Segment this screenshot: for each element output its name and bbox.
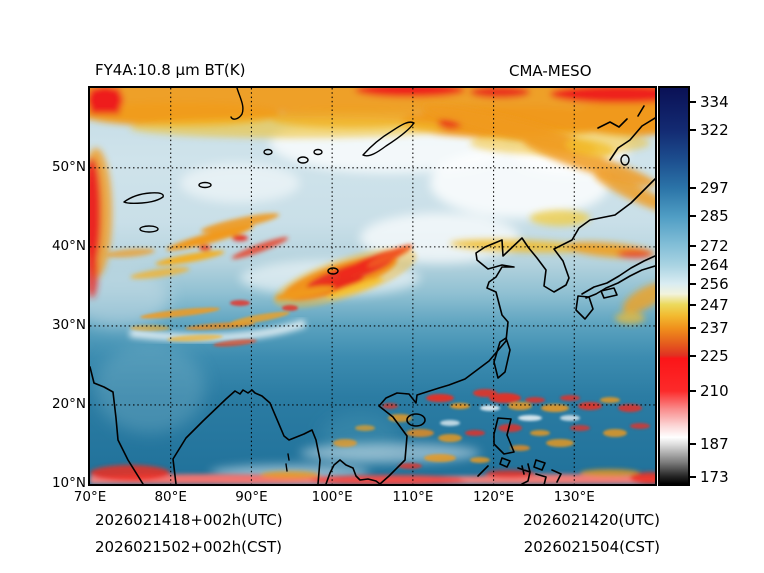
colorbar-tick-label: 247 [700, 295, 729, 314]
colorbar-tick-mark [690, 443, 696, 446]
lake-zaysan [198, 181, 212, 189]
y-tick-label: 40°N [51, 237, 86, 254]
lake-mongolia-small [263, 148, 273, 156]
coast-india-east-myanmar [172, 389, 321, 484]
x-tick-label: 70°E [73, 489, 107, 505]
colorbar [658, 86, 690, 486]
x-tick-label: 120°E [473, 489, 515, 505]
coast-okhotsk [597, 105, 655, 161]
himalaya-white-arc [129, 319, 307, 342]
island-shikoku [600, 287, 618, 299]
andaman-islands [285, 453, 290, 472]
colorbar-tick-label: 225 [700, 346, 729, 365]
island-mindoro [499, 457, 511, 468]
lake-issyk-kul [139, 225, 159, 233]
lake-balkhash [123, 192, 164, 205]
island-samar [533, 459, 546, 471]
x-tick-label: 100°E [311, 489, 353, 505]
lake-qinghai [327, 267, 339, 275]
colorbar-tick-label: 187 [700, 435, 729, 454]
init-time-utc: 2026021418+002h(UTC) [95, 511, 283, 529]
island-luzon [493, 417, 515, 455]
tianshan-streaks [105, 213, 289, 279]
map-panel [88, 86, 657, 486]
colorbar-tick-mark [690, 100, 696, 103]
x-tick-label: 110°E [392, 489, 434, 505]
init-time-cst: 2026021502+002h(CST) [95, 538, 283, 556]
island-honshu [581, 255, 655, 299]
y-tick-label: 30°N [51, 316, 86, 333]
valid-time-cst: 2026021504(CST) [523, 538, 660, 556]
coast-vietnam-china-korea-russia [378, 178, 655, 484]
lake-baikal [362, 121, 415, 157]
colorbar-tick-label: 297 [700, 179, 729, 198]
y-tick-label: 10°N [51, 475, 86, 491]
colorbar-tick-mark [690, 476, 696, 478]
colorbar-tick-label: 272 [700, 237, 729, 256]
lake-uvs [297, 156, 309, 164]
colorbar-tick-label: 173 [700, 468, 729, 486]
colorbar-tick-mark [690, 389, 696, 392]
coast-thai-gulf-west [325, 459, 341, 484]
colorbar-tick-mark [690, 245, 696, 248]
lake-khovsgol [313, 148, 323, 156]
colorbar-tick-label: 334 [700, 92, 729, 111]
colorbar-tick-label: 210 [700, 381, 729, 400]
colorbar-tick-mark [690, 354, 696, 357]
northeast-diagonal-band [422, 104, 655, 324]
colorbar-tick-label: 285 [700, 207, 729, 226]
colorbar-tick-label: 256 [700, 274, 729, 293]
tropical-convection-specks [333, 389, 650, 469]
east-tibet-cluster [273, 244, 417, 308]
colorbar-tick-mark [690, 264, 696, 267]
colorbar-gradient [660, 88, 688, 484]
grid-lines [90, 88, 655, 484]
colorbar-tick-mark [690, 215, 696, 218]
map-svg [90, 88, 655, 484]
west-edge-cold-strip [90, 148, 112, 298]
y-tick-label: 50°N [51, 158, 86, 175]
river-ob-squiggle [230, 88, 244, 120]
x-tick-label: 90°E [235, 489, 268, 505]
plot-title: FY4A:10.8 μm BT(K) [95, 61, 246, 79]
colorbar-tick-mark [690, 282, 696, 285]
south-tibet-streaks [130, 300, 298, 347]
lake-khanka [620, 154, 630, 166]
colorbar-tick-mark [690, 303, 696, 306]
coastlines [90, 88, 655, 484]
model-title: CMA-MESO [509, 62, 592, 80]
colorbar-tick-label: 322 [700, 120, 729, 139]
colorbar-tick-mark [690, 128, 696, 131]
island-taiwan [493, 337, 511, 379]
colorbar-tick-mark [690, 187, 696, 190]
coast-india-west [90, 366, 144, 484]
colorbar-tick-label: 237 [700, 318, 729, 337]
islands-visayas-mindanao [477, 463, 562, 484]
coast-thai-gulf [339, 459, 381, 484]
colorbar-tick-label: 264 [700, 256, 729, 275]
x-tick-label: 130°E [553, 489, 595, 505]
x-tick-label: 80°E [154, 489, 187, 505]
y-tick-label: 20°N [51, 395, 86, 412]
valid-time-utc: 2026021420(UTC) [523, 511, 660, 529]
island-hainan [406, 413, 426, 427]
colorbar-tick-mark [690, 326, 696, 329]
